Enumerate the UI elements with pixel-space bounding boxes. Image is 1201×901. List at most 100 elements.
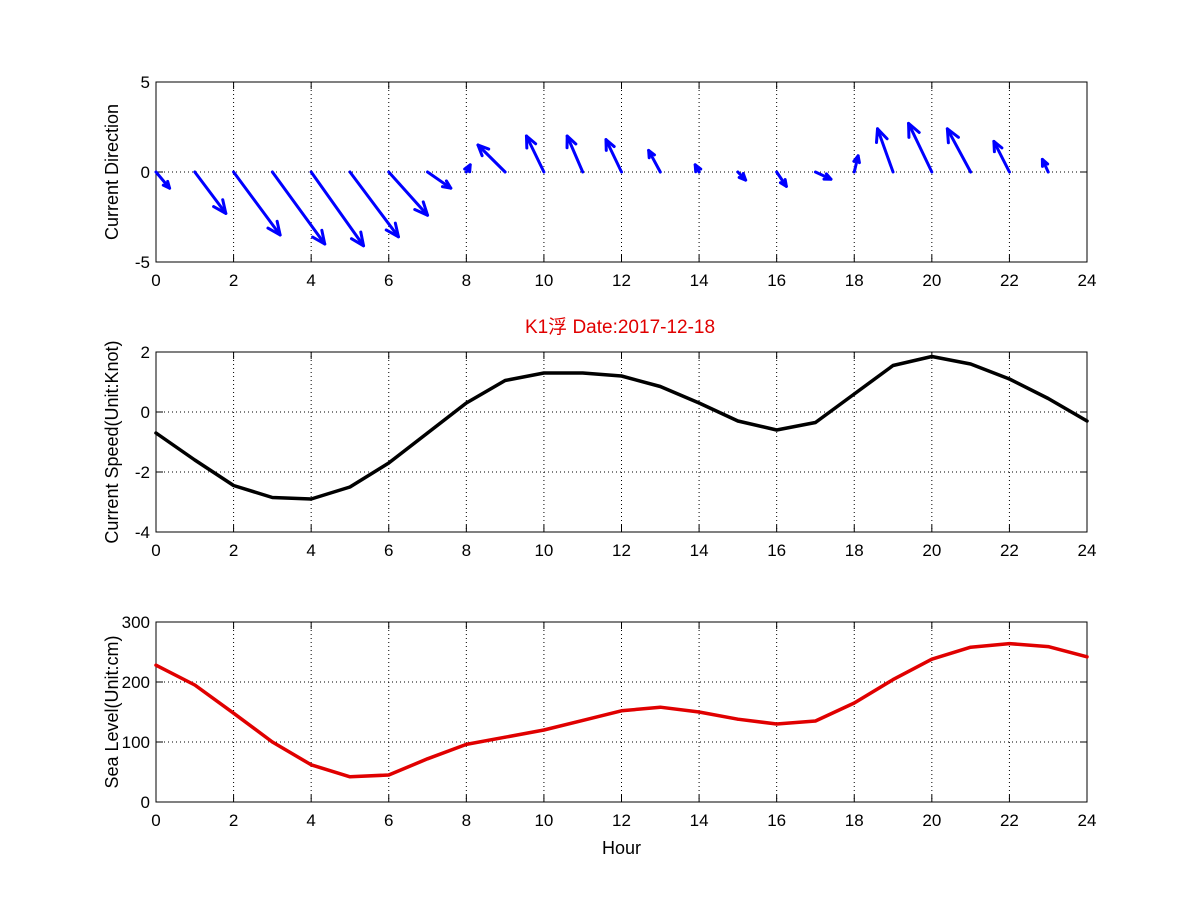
current-direction-arrow: [348, 170, 400, 239]
current-speed-x-tick-label: 2: [229, 541, 238, 560]
current-speed-x-tick-label: 0: [151, 541, 160, 560]
current-speed-x-tick-label: 22: [1000, 541, 1019, 560]
current-speed-x-tick-label: 6: [384, 541, 393, 560]
current-direction-x-tick-label: 4: [306, 271, 315, 290]
current-direction-arrow: [775, 170, 788, 188]
current-speed-y-tick-label: 2: [141, 343, 150, 362]
sea-level-y-tick-label: 300: [122, 613, 150, 632]
current-direction-arrow: [1040, 157, 1050, 174]
arrow-head: [349, 230, 366, 248]
arrow-head: [852, 154, 861, 165]
arrow-head: [524, 134, 538, 150]
current-direction-arrow: [193, 170, 228, 215]
current-direction-arrow: [524, 134, 546, 174]
sea-level-y-axis-label: Sea Level(Unit:cm): [102, 635, 122, 788]
sea-level-y-tick-label: 100: [122, 733, 150, 752]
arrow-head: [604, 138, 616, 152]
current-speed-data-point: [154, 431, 158, 435]
current-direction-arrow: [852, 154, 861, 174]
current-speed-data-point: [658, 385, 662, 388]
current-speed-data-point: [309, 497, 313, 501]
arrow-shaft: [604, 138, 623, 174]
sea-level-y-tick-label: 200: [122, 673, 150, 692]
current-speed-x-tick-label: 24: [1078, 541, 1097, 560]
current-direction-x-tick-label: 2: [229, 271, 238, 290]
sea-level-data-point: [1085, 655, 1089, 659]
current-direction-arrow: [565, 134, 585, 174]
current-speed-data-point: [813, 421, 817, 424]
current-direction-x-tick-label: 22: [1000, 271, 1019, 290]
current-direction-x-tick-label: 6: [384, 271, 393, 290]
current-direction-arrow: [232, 170, 282, 237]
current-speed-data-point: [930, 355, 934, 358]
sea-level-data-point: [542, 728, 546, 732]
arrow-head: [737, 172, 748, 182]
current-direction-x-tick-label: 24: [1078, 271, 1097, 290]
arrow-head: [992, 139, 1004, 154]
arrow-head: [413, 200, 430, 217]
current-direction-arrow: [309, 170, 366, 248]
arrow-shaft: [945, 127, 973, 174]
arrow-shaft: [876, 127, 895, 174]
current-speed-data-point: [464, 401, 468, 405]
sea-level-x-tick-label: 20: [922, 811, 941, 830]
arrow-head: [822, 172, 833, 181]
current-speed-data-point: [775, 428, 779, 432]
current-direction-x-tick-label: 12: [612, 271, 631, 290]
sea-level-data-point: [464, 742, 468, 746]
current-direction-x-tick-label: 10: [534, 271, 553, 290]
sea-level-data-point: [775, 722, 779, 726]
sea-level-x-tick-label: 0: [151, 811, 160, 830]
current-speed-data-point: [1046, 397, 1050, 400]
sea-level-data-point: [270, 740, 274, 744]
arrow-shaft: [309, 170, 366, 248]
current-direction-arrow: [736, 170, 748, 182]
current-speed-data-point: [387, 461, 391, 465]
arrow-head: [161, 179, 172, 190]
current-speed-y-tick-label: -4: [135, 523, 150, 542]
current-speed-data-point: [736, 419, 740, 423]
current-speed-data-point: [542, 371, 546, 375]
arrow-shaft: [426, 170, 453, 190]
current-direction-arrow: [945, 127, 973, 174]
arrow-head: [874, 127, 889, 145]
sea-level-x-tick-label: 18: [845, 811, 864, 830]
current-speed-data-point: [426, 431, 430, 435]
arrow-head: [440, 179, 453, 190]
sea-level-x-tick-label: 24: [1078, 811, 1097, 830]
current-direction-y-axis-label: Current Direction: [102, 104, 122, 240]
arrow-shaft: [348, 170, 400, 239]
arrow-head: [384, 221, 400, 239]
arrow-shaft: [193, 170, 228, 215]
current-direction-arrow: [604, 138, 623, 174]
sea-level-data-point: [852, 701, 856, 705]
current-direction-y-tick-label: -5: [135, 253, 150, 272]
current-direction-x-tick-label: 8: [462, 271, 471, 290]
arrow-shaft: [387, 170, 430, 217]
sea-level-data-point: [309, 763, 313, 767]
current-direction-arrow: [463, 163, 472, 174]
sea-level-x-tick-label: 6: [384, 811, 393, 830]
arrow-shaft: [647, 148, 662, 174]
current-direction-arrow: [426, 170, 453, 190]
current-speed-data-point: [1007, 377, 1011, 381]
current-speed-x-tick-label: 10: [534, 541, 553, 560]
figure-title: K1浮 Date:2017-12-18: [525, 316, 715, 338]
current-speed-x-tick-label: 8: [462, 541, 471, 560]
current-speed-y-tick-label: -2: [135, 463, 150, 482]
arrow-head: [945, 127, 960, 145]
sea-level-data-point: [658, 705, 662, 709]
sea-level-x-tick-label: 12: [612, 811, 631, 830]
sea-level-x-tick-label: 16: [767, 811, 786, 830]
current-direction-arrow: [154, 170, 172, 190]
current-speed-data-point: [503, 379, 507, 382]
current-speed-data-point: [193, 458, 197, 462]
current-speed-x-tick-label: 18: [845, 541, 864, 560]
arrow-head: [647, 148, 656, 160]
arrow-head: [565, 134, 578, 150]
sea-level-data-point: [736, 717, 740, 721]
sea-level-x-tick-label: 8: [462, 811, 471, 830]
sea-level-data-point: [697, 710, 701, 714]
